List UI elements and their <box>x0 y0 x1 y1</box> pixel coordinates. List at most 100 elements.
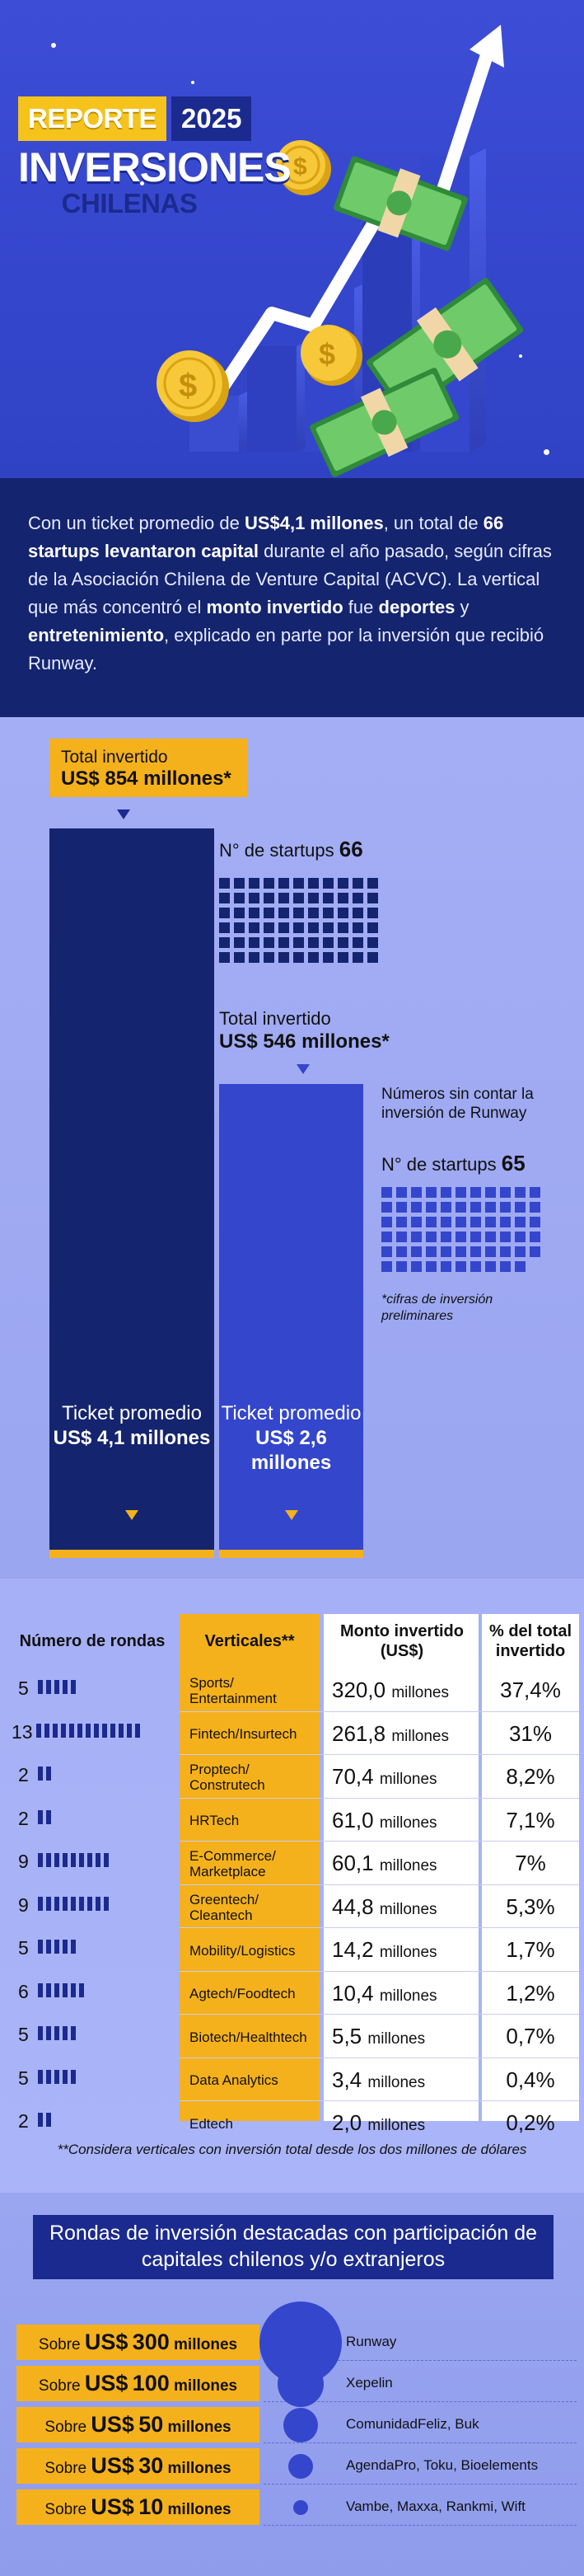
rounds-count: 2 <box>18 1807 29 1829</box>
round-bar <box>63 1982 68 1997</box>
startup-square <box>234 952 245 963</box>
tier-prefix: Sobre <box>44 2419 87 2436</box>
row-divider <box>180 1754 579 1755</box>
rounds-count: 2 <box>18 2110 29 2132</box>
startup-square <box>293 908 304 918</box>
table-row: 5 Biotech/Healthtech 5,5 millones 0,7% <box>0 2014 584 2057</box>
startup-square <box>308 952 319 963</box>
startup-square <box>485 1187 496 1198</box>
startup-square <box>411 1232 422 1242</box>
totals-comparison: Total invertido US$ 854 millones* N° de … <box>0 717 584 1579</box>
round-bar <box>54 1940 59 1954</box>
startup-square <box>530 1187 540 1198</box>
tier-currency: US$ <box>91 2453 134 2478</box>
rounds-count: 2 <box>18 1764 29 1785</box>
round-bar <box>38 1896 43 1911</box>
startup-square <box>396 1232 407 1242</box>
round-bar <box>38 2069 43 2084</box>
startup-square <box>219 878 230 889</box>
startup-square <box>411 1246 422 1257</box>
round-bar <box>46 1896 51 1911</box>
pct-value: 7,1% <box>506 1807 555 1832</box>
round-bar <box>63 2069 68 2084</box>
startup-square <box>470 1246 481 1257</box>
startup-square <box>441 1232 451 1242</box>
round-bar <box>61 1723 66 1738</box>
rounds-bars <box>38 2069 76 2084</box>
startup-square <box>293 878 304 889</box>
startup-square <box>249 893 259 903</box>
pointer-down-icon <box>125 1510 138 1520</box>
startup-square <box>441 1217 451 1227</box>
round-bar <box>63 1853 68 1867</box>
ticket-label: Ticket promedio <box>221 1402 362 1424</box>
tier-currency: US$ <box>84 2371 128 2395</box>
startup-square <box>234 922 245 933</box>
startup-square <box>234 893 245 903</box>
without-runway-note: Números sin contar la inversión de Runwa… <box>381 1086 534 1122</box>
tier-companies: Vambe, Maxxa, Rankmi, Wift <box>346 2499 526 2514</box>
tier-amount: 50 <box>138 2412 164 2437</box>
pct-value: 0,4% <box>506 2067 555 2092</box>
round-bar <box>127 1723 132 1738</box>
tier-prefix: Sobre <box>38 2377 81 2395</box>
startup-square <box>441 1261 451 1272</box>
table-row: 2 Edtech 2,0 millones 0,2% <box>0 2100 584 2143</box>
amount-unit: millones <box>379 1857 437 1875</box>
table-row: 5 Mobility/Logistics 14,2 millones 1,7% <box>0 1927 584 1970</box>
amount-unit: millones <box>379 1900 437 1918</box>
round-bar <box>38 1940 43 1954</box>
page-title: INVERSIONES <box>18 144 292 190</box>
amount-value: 14,2 millones <box>332 1937 437 1963</box>
tier-unit: millones <box>167 2460 231 2477</box>
round-bar <box>63 2026 68 2040</box>
rounds-bars <box>38 2113 51 2127</box>
round-bar <box>46 1767 51 1781</box>
startup-square <box>278 893 289 903</box>
total-invested-all: US$ 854 millones* <box>61 767 231 790</box>
round-bar <box>110 1723 115 1738</box>
amount-value: 61,0 millones <box>332 1808 437 1833</box>
startup-square <box>308 893 319 903</box>
startup-square <box>426 1187 437 1198</box>
round-tier-label: Sobre US$ 50 millones <box>16 2407 259 2442</box>
startups-grid-all <box>219 878 378 963</box>
vertical-name: Agtech/Foodtech <box>189 1986 296 2001</box>
table-row: 9 Greentech/ Cleantech 44,8 millones 5,3% <box>0 1884 584 1927</box>
tier-unit: millones <box>174 2377 238 2395</box>
sparkle-icon <box>519 354 522 358</box>
row-divider <box>180 1841 579 1842</box>
startup-square <box>411 1217 422 1227</box>
rounds-bars <box>38 1809 51 1824</box>
amount-value: 320,0 millones <box>332 1677 449 1703</box>
startup-square <box>515 1187 526 1198</box>
round-bar <box>46 1680 51 1694</box>
round-bar <box>102 1723 107 1738</box>
startup-square <box>353 893 363 903</box>
startup-square <box>293 893 304 903</box>
startup-square <box>353 937 363 948</box>
round-bar <box>71 1940 76 1954</box>
startup-square <box>367 952 378 963</box>
coin-icon: $ <box>157 350 229 422</box>
growth-illustration: $ $ $ $ <box>157 25 524 477</box>
startups-count-all: N° de startups 66 <box>219 838 363 862</box>
startup-square <box>234 878 245 889</box>
startup-square <box>264 952 274 963</box>
rounds-count: 5 <box>18 2024 29 2045</box>
startup-square <box>278 937 289 948</box>
startup-square <box>293 922 304 933</box>
coin-icon: $ <box>301 325 362 386</box>
badge-year: 2025 <box>171 96 252 141</box>
intro-text: , un total de <box>383 513 484 533</box>
startup-square <box>515 1246 526 1257</box>
table-footnote: **Considera verticales con inversión tot… <box>57 2142 527 2157</box>
amount-number: 5,5 <box>332 2024 362 2048</box>
startup-square <box>515 1261 526 1272</box>
round-size-circle <box>278 2361 324 2407</box>
round-tier-label: Sobre US$ 300 millones <box>16 2325 259 2360</box>
startup-square <box>456 1202 466 1213</box>
intro-highlight: US$4,1 millones <box>244 513 384 533</box>
startup-square <box>456 1246 466 1257</box>
vertical-name: Data Analytics <box>189 2072 278 2088</box>
